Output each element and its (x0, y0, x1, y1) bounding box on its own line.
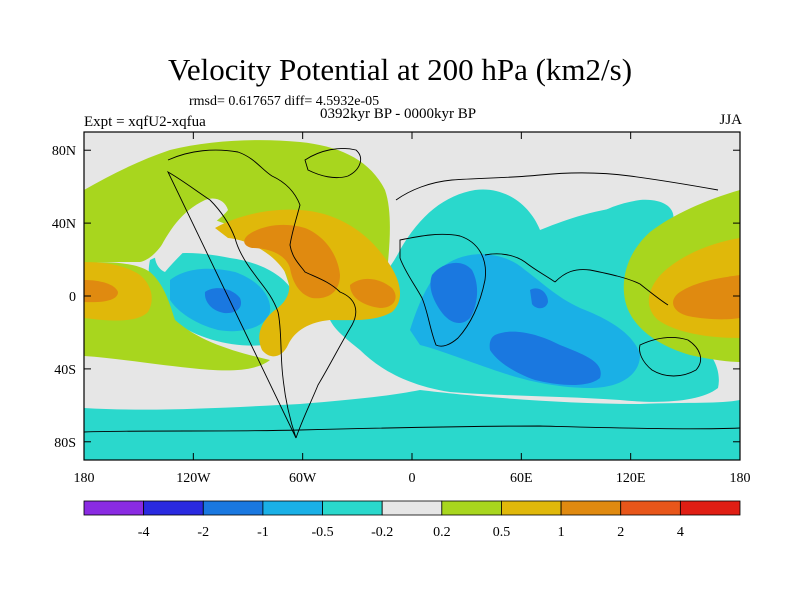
contour-field (84, 132, 740, 460)
colorbar-swatch (679, 500, 741, 516)
colorbar-swatch (202, 500, 264, 516)
americas-strong-positive (244, 224, 340, 299)
southern-ocean-negative-band (84, 390, 740, 460)
y-tick-label: 0 (69, 290, 76, 305)
x-tick-label: 180 (730, 471, 751, 486)
colorbar-swatch (322, 500, 383, 516)
colorbar-swatch (560, 500, 622, 516)
colorbar-swatch (501, 500, 562, 516)
atlantic-strong-positive (350, 278, 396, 308)
x-tick-label: 120W (176, 471, 211, 486)
y-tick-label: 40N (52, 217, 76, 232)
x-axis: 180 120W 60W 0 60E 120E 180 (74, 132, 751, 486)
colorbar-label: 2 (617, 525, 624, 540)
neutral-carve-strip (155, 198, 228, 272)
y-tick-label: 40S (54, 363, 76, 378)
arabian-small-negative (530, 288, 548, 309)
colorbar-label: 1 (558, 525, 565, 540)
west-pacific-strong-positive (673, 275, 740, 320)
colorbar-label: -2 (197, 525, 209, 540)
colorbar-label: -4 (138, 525, 150, 540)
indian-core-negative (489, 331, 601, 385)
colorbar-swatch (441, 500, 502, 516)
colorbar-label: 0.5 (493, 525, 511, 540)
colorbar-swatch (381, 500, 443, 516)
dateline-strong-positive (84, 280, 118, 303)
x-tick-label: 120E (616, 471, 646, 486)
east-pacific-core-negative (204, 288, 242, 314)
colorbar-label: -0.5 (311, 525, 333, 540)
colorbar-label: -0.2 (371, 525, 393, 540)
period-label: 0392kyr BP - 0000kyr BP (320, 106, 477, 122)
asia-negative-region (563, 199, 674, 262)
y-tick-label: 80N (52, 144, 76, 159)
colorbar-swatch (620, 500, 681, 516)
colorbar-label: -1 (257, 525, 269, 540)
x-tick-label: 60W (289, 471, 317, 486)
colorbar-swatch (262, 500, 323, 516)
colorbar-swatch (83, 500, 145, 516)
africa-core-negative (430, 262, 478, 324)
x-tick-label: 60E (510, 471, 533, 486)
y-tick-label: 80S (54, 436, 76, 451)
x-tick-label: 0 (409, 471, 416, 486)
coastlines (84, 148, 740, 439)
colorbar-swatch (143, 500, 204, 516)
experiment-label: Expt = xqfU2-xqfua (84, 114, 206, 130)
y-axis: 80N 40N 0 40S 80S (52, 144, 740, 451)
colorbar-label: 0.2 (433, 525, 451, 540)
colorbar: -4 -2 -1 -0.5 -0.2 0.2 0.5 1 2 4 (83, 500, 741, 540)
map-title: Velocity Potential at 200 hPa (km2/s) (167, 52, 633, 87)
stats-label: rmsd= 0.617657 diff= 4.5932e-05 (189, 94, 380, 109)
colorbar-label: 4 (677, 525, 684, 540)
season-label: JJA (719, 112, 742, 128)
x-tick-label: 180 (74, 471, 95, 486)
dateline-positive (84, 262, 152, 321)
